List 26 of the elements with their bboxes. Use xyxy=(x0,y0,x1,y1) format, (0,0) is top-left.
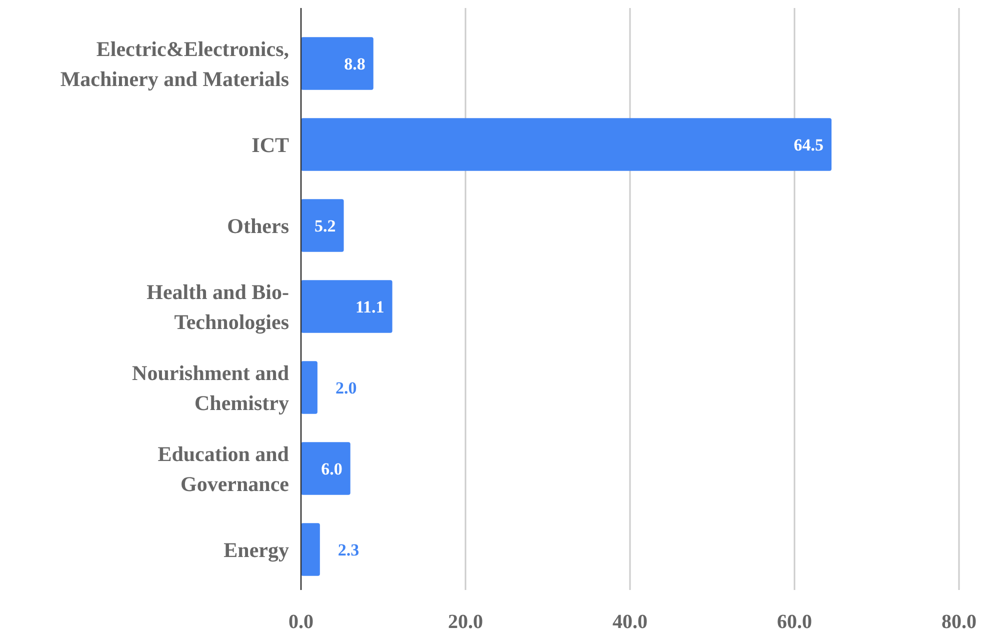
bar xyxy=(301,442,350,495)
bar xyxy=(301,199,344,252)
bar xyxy=(301,523,320,576)
data-label: 64.5 xyxy=(794,135,824,154)
y-tick-label: Education and Governance xyxy=(158,442,290,496)
y-tick-label: Health and Bio- Technologies xyxy=(146,280,289,334)
y-tick-label: ICT xyxy=(252,132,289,157)
bar xyxy=(301,361,318,414)
data-label: 2.0 xyxy=(335,378,357,398)
x-tick-label: 0.0 xyxy=(288,611,314,633)
data-label: 6.0 xyxy=(321,459,342,478)
y-tick-label: Electric&Electronics, Machinery and Materials xyxy=(60,36,289,91)
bar xyxy=(301,280,392,333)
y-tick-label: Others xyxy=(227,214,289,238)
bar xyxy=(301,37,374,90)
x-tick-label: 60.0 xyxy=(777,611,812,633)
data-label: 11.1 xyxy=(355,297,384,316)
x-tick-label: 40.0 xyxy=(612,611,648,633)
x-tick-label: 80.0 xyxy=(942,611,976,633)
bar xyxy=(301,118,832,171)
data-label: 8.8 xyxy=(344,54,366,74)
x-tick-label: 20.0 xyxy=(448,611,483,633)
y-tick-label: Energy xyxy=(224,538,290,562)
data-label: 5.2 xyxy=(314,216,336,236)
y-tick-label: Nourishment and Chemistry xyxy=(132,360,290,415)
data-label: 2.3 xyxy=(338,540,360,560)
